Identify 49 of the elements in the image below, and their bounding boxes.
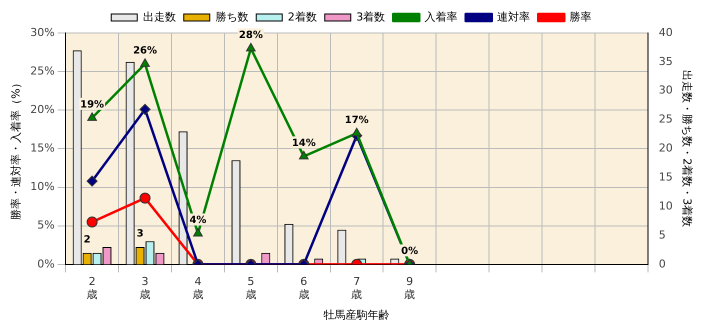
y-tick-label: 10%	[30, 180, 55, 194]
y-tick-label: 0%	[37, 257, 55, 270]
data-label: 14%	[292, 138, 316, 150]
y2-tick-label: 35	[658, 54, 673, 68]
x-tick-label: 7歳	[351, 274, 362, 302]
x-axis-title: 牡馬産駒年齢	[324, 308, 390, 322]
y2-tick-label: 25	[658, 112, 673, 126]
y-tick-label: 30%	[30, 26, 55, 39]
legend-label: 3着数	[356, 10, 386, 24]
x-tick-label: 5歳	[245, 274, 256, 302]
y2-tick-label: 10	[658, 199, 673, 212]
point	[140, 58, 150, 67]
data-label: 19%	[80, 99, 104, 110]
y-tick-label: 25%	[30, 64, 55, 78]
point	[193, 228, 203, 237]
data-label: 3	[136, 228, 144, 240]
legend-label: 2着数	[288, 10, 317, 24]
x-tick-label: 3歳	[140, 274, 151, 302]
y2-axis-title: 出走数・勝ち数・2着数・3着数	[680, 70, 694, 228]
y-tick-label: 5%	[37, 218, 55, 232]
legend-label: 出走数	[142, 10, 176, 24]
legend-label: 勝ち数	[215, 10, 248, 24]
y2-tick-label: 20	[658, 142, 673, 155]
data-label: 4%	[189, 215, 206, 226]
y2-tick-label: 0	[658, 257, 666, 270]
y2-tick-label: 40	[658, 26, 673, 39]
legend-label: 入着率	[424, 10, 458, 24]
y2-tick-label: 30	[658, 84, 673, 97]
x-tick-label: 9歳	[404, 274, 416, 302]
legend-label: 勝率	[570, 10, 592, 24]
data-label: 28%	[238, 30, 263, 42]
point	[87, 112, 97, 121]
legend-label: 連対率	[497, 10, 530, 24]
y2-tick-label: 5	[658, 228, 666, 242]
x-tick-label: 2歳	[86, 274, 98, 302]
x-tick-label: 6歳	[298, 274, 310, 302]
point	[140, 104, 151, 115]
data-label: 17%	[344, 114, 369, 126]
y2-tick-label: 15	[658, 170, 673, 184]
data-label: 26%	[133, 45, 158, 56]
data-label: 0%	[401, 246, 418, 257]
y-tick-label: 15%	[30, 142, 55, 155]
data-label: 2	[84, 234, 91, 246]
point	[246, 42, 256, 52]
y-tick-label: 20%	[30, 102, 55, 116]
point	[352, 128, 362, 136]
x-tick-label: 4歳	[192, 274, 204, 302]
y-axis-title: 勝率・連対率・入着率（%）	[9, 77, 22, 220]
point	[298, 150, 309, 160]
